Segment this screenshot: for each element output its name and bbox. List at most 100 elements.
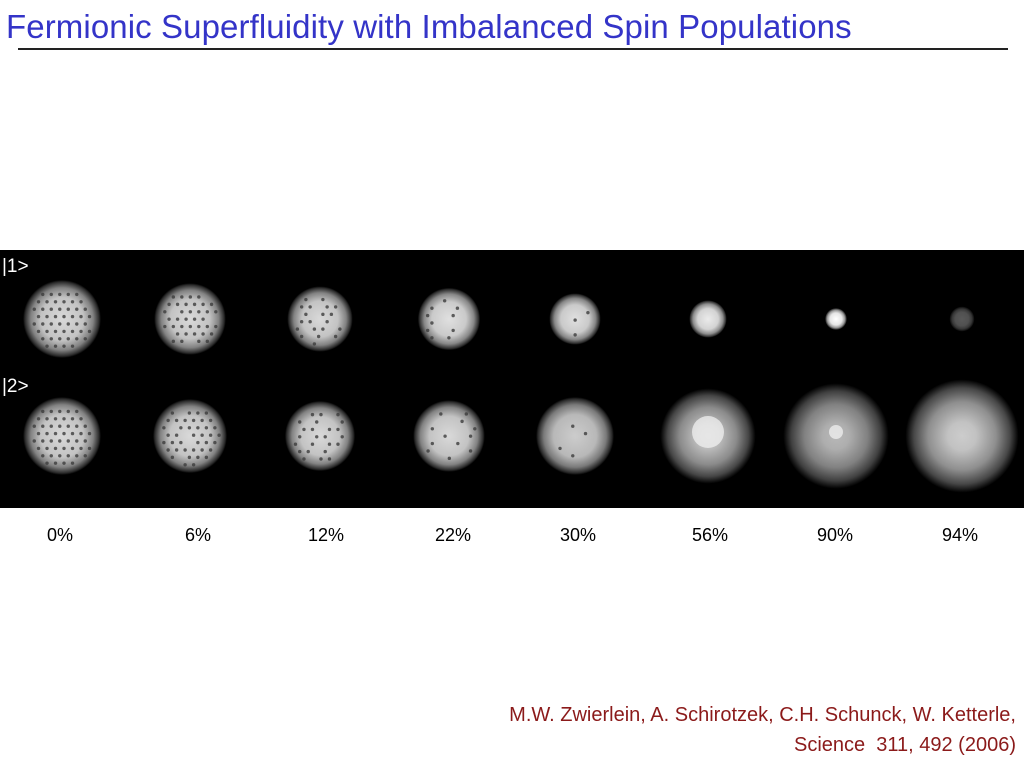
vortex (571, 424, 575, 428)
vortex (196, 411, 200, 415)
vortex (62, 417, 66, 421)
vortex (180, 310, 184, 314)
vortex (188, 310, 193, 314)
vortex (213, 426, 217, 430)
vortex (36, 300, 41, 304)
vortex (53, 431, 58, 436)
imbalance-label: 56% (691, 525, 729, 545)
vortex (204, 440, 209, 445)
vortex (340, 420, 344, 424)
vortex (333, 305, 338, 309)
vortex (430, 336, 434, 340)
vortex (49, 424, 53, 428)
vortex (310, 412, 315, 417)
vortex (170, 440, 175, 445)
vortex (171, 295, 176, 299)
vortex (79, 314, 83, 319)
vortex (214, 310, 218, 314)
vortex (53, 300, 58, 304)
vortex (49, 337, 53, 341)
vortex (451, 328, 455, 333)
vortex (316, 334, 321, 339)
vortex (53, 314, 58, 319)
vortex (200, 433, 204, 437)
vortex (32, 439, 36, 443)
vortex (204, 426, 209, 430)
vortex (456, 441, 460, 446)
vortex (32, 307, 36, 311)
vortex (451, 313, 455, 318)
vortex (295, 327, 300, 331)
vortex (45, 314, 49, 319)
vortex (83, 307, 87, 311)
vortex (175, 332, 180, 336)
vortex (75, 424, 79, 428)
atom-cloud (287, 286, 353, 352)
vortex (464, 412, 469, 416)
vortex (321, 327, 325, 331)
vortex (167, 317, 171, 321)
vortex (315, 420, 319, 424)
vortex (70, 314, 75, 319)
vortex (188, 295, 193, 299)
vortex (447, 456, 452, 461)
vortex (298, 449, 302, 454)
vortex (184, 302, 188, 307)
vortex (213, 440, 217, 445)
vortex (75, 322, 79, 326)
vortex (299, 305, 304, 309)
vortex (200, 448, 204, 452)
vortex (58, 439, 62, 443)
vortex (183, 463, 187, 467)
vortex (306, 449, 310, 454)
vortex (79, 300, 83, 304)
vortex (196, 426, 200, 430)
vortex (70, 431, 75, 436)
vortex (196, 455, 200, 460)
slide-title: Fermionic Superfluidity with Imbalanced … (6, 8, 852, 45)
vortex (49, 439, 53, 443)
vortex (167, 302, 171, 307)
vortex (323, 435, 327, 439)
vortex (329, 312, 334, 317)
vortex (171, 324, 176, 329)
vortex (442, 299, 447, 303)
vortex (66, 292, 70, 297)
vortex (66, 409, 70, 414)
vortex (315, 435, 319, 439)
condensate-core (829, 425, 843, 439)
imbalance-label: 22% (434, 525, 472, 545)
vortex (208, 418, 213, 423)
vortex (41, 292, 45, 297)
vortex (308, 305, 312, 309)
vortex (333, 334, 338, 339)
vortex (310, 442, 315, 446)
vortex (174, 433, 179, 437)
vortex (184, 317, 188, 321)
vortex (191, 463, 196, 467)
vortex (304, 297, 308, 302)
vortex (83, 424, 87, 428)
vortex (302, 427, 306, 432)
vortex (336, 427, 340, 432)
vortex (430, 321, 434, 325)
vortex (62, 446, 66, 451)
vortex (79, 417, 83, 421)
imbalance-label: 94% (941, 525, 979, 545)
vortex (468, 434, 473, 438)
vortex (75, 409, 79, 414)
vortex (319, 457, 323, 461)
imbalance-label: 90% (816, 525, 854, 545)
state-2-label: |2> (2, 376, 29, 397)
vortex (197, 339, 201, 344)
vortex (45, 329, 49, 334)
cloud-images (23, 280, 1019, 493)
vortex (66, 307, 70, 311)
vortex (79, 329, 83, 334)
vortex (36, 446, 41, 451)
vortex (45, 417, 49, 421)
vortex (321, 297, 325, 302)
vortex (183, 418, 187, 423)
vortex (53, 344, 58, 348)
vortex (319, 412, 323, 417)
